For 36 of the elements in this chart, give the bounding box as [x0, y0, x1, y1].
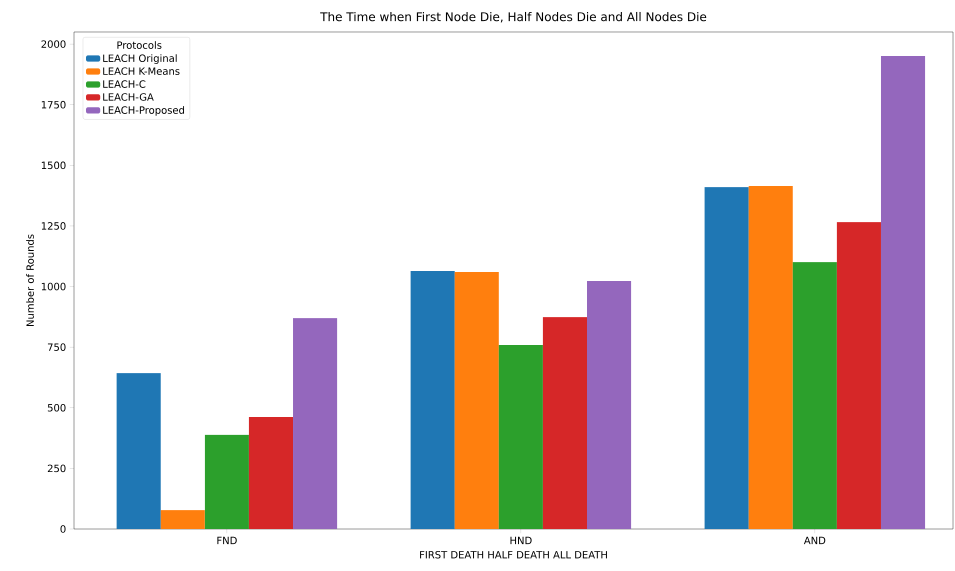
bar — [542, 317, 587, 529]
legend-label: LEACH-C — [103, 80, 146, 88]
chart-title: The Time when First Node Die, Half Nodes Die and All Nodes Die — [320, 12, 706, 22]
bar — [248, 416, 294, 529]
y-tick-label: 1250 — [42, 222, 66, 230]
bar — [792, 262, 837, 529]
bar — [116, 373, 161, 529]
bar — [704, 187, 749, 529]
bar — [454, 272, 499, 529]
x-axis-title: FIRST DEATH HALF DEATH ALL DEATH — [420, 550, 607, 559]
x-tick-label: AND — [804, 536, 826, 544]
y-tick-label: 0 — [60, 525, 66, 533]
legend-label: LEACH-Proposed — [103, 106, 184, 116]
bar — [293, 318, 338, 529]
y-tick-label: 1500 — [42, 162, 66, 170]
bar — [880, 56, 926, 529]
y-tick-label: 250 — [48, 464, 66, 472]
bar — [748, 186, 793, 529]
x-tick-label: FND — [217, 536, 237, 544]
legend-label: LEACH Original — [103, 54, 177, 64]
y-tick-label: 2000 — [41, 40, 66, 48]
legend-title: Protocols — [117, 41, 162, 49]
legend-label: LEACH K-Means — [103, 67, 180, 75]
bar — [204, 434, 249, 529]
y-tick-label: 500 — [48, 404, 66, 412]
y-tick-label: 1750 — [42, 100, 66, 109]
y-tick-label: 750 — [48, 343, 66, 351]
bar — [498, 344, 543, 529]
bar — [836, 222, 881, 529]
bar — [587, 280, 632, 529]
bar — [160, 510, 205, 529]
legend-label: LEACH-GA — [103, 93, 154, 101]
bar — [410, 271, 455, 529]
y-tick-label: 1000 — [42, 282, 66, 290]
x-tick-label: HND — [510, 536, 532, 544]
y-axis-title: Number of Rounds — [26, 234, 34, 326]
